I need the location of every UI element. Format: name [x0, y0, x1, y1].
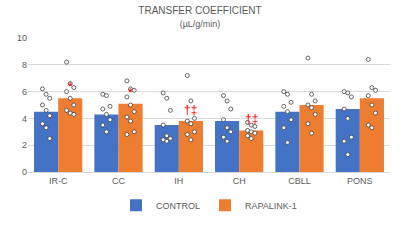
svg-text:RAPALINK-1: RAPALINK-1	[245, 201, 297, 211]
svg-text:CONTROL: CONTROL	[156, 201, 200, 211]
svg-text:IH: IH	[174, 176, 183, 186]
svg-text:PONS: PONS	[347, 176, 373, 186]
svg-text:†‡: †‡	[245, 112, 258, 126]
svg-text:4: 4	[22, 114, 27, 124]
svg-text:*: *	[128, 86, 133, 100]
svg-text:CH: CH	[233, 176, 246, 186]
svg-text:2: 2	[22, 140, 27, 150]
svg-text:CC: CC	[112, 176, 125, 186]
svg-text:8: 8	[22, 60, 27, 70]
svg-text:†‡: †‡	[184, 103, 197, 117]
svg-text:IR-C: IR-C	[49, 176, 68, 186]
svg-text:*: *	[68, 80, 73, 94]
svg-text:TRANSFER COEFFICIENT(µL/g/min): TRANSFER COEFFICIENT(µL/g/min)	[138, 5, 261, 29]
svg-text:0: 0	[22, 167, 27, 177]
svg-text:CBLL: CBLL	[288, 176, 311, 186]
svg-text:6: 6	[22, 87, 27, 97]
svg-text:10: 10	[17, 33, 27, 43]
